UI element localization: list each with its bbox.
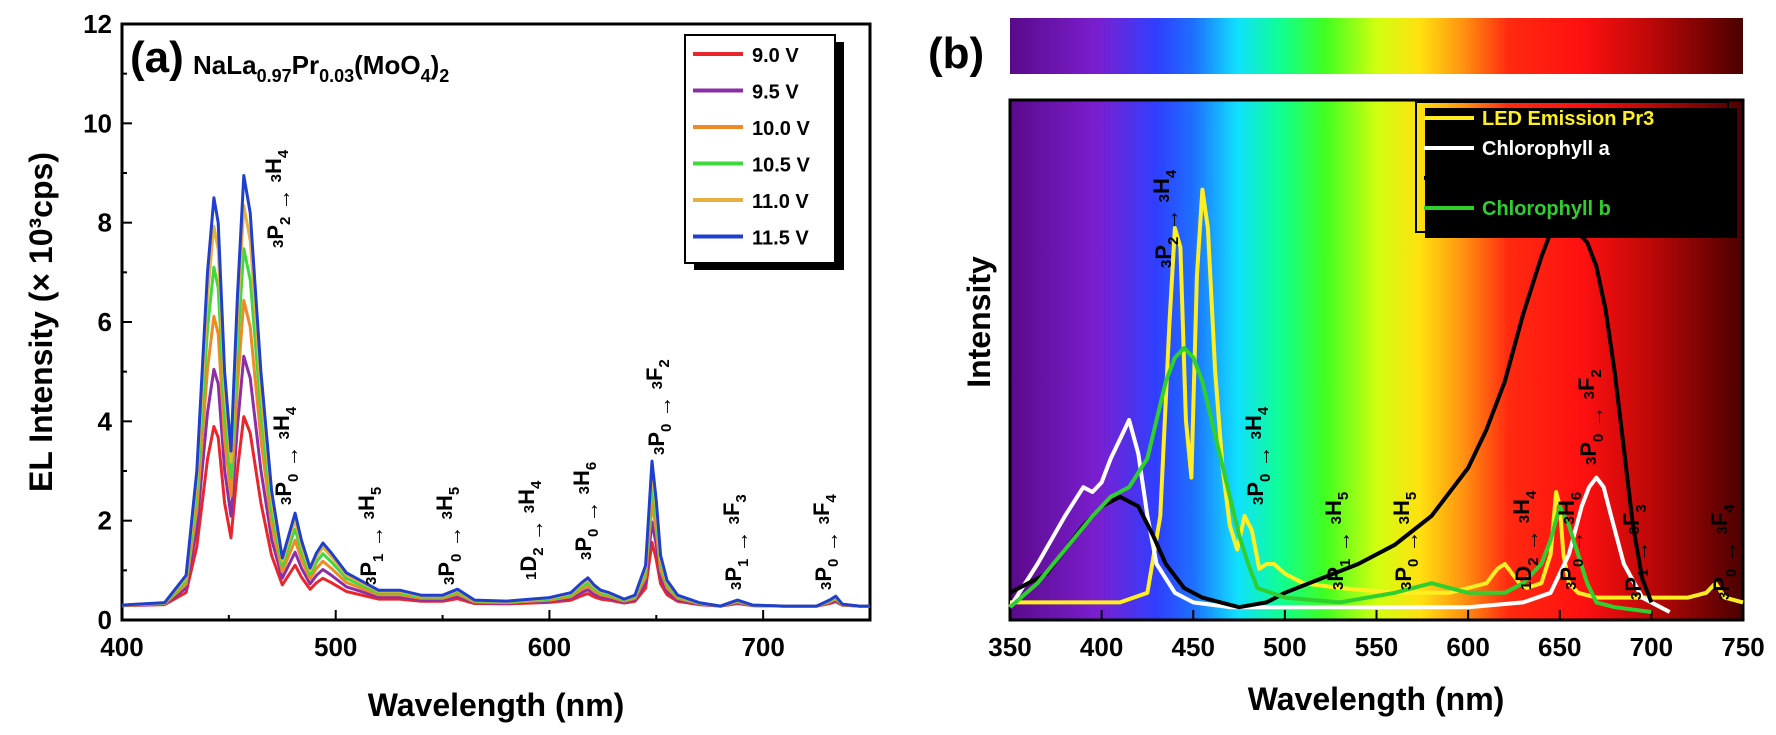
transition-label-b: 3P0 → 3H5 (1389, 492, 1423, 590)
x-tick-label-b: 500 (1263, 632, 1306, 662)
panel-b: 350 400 450 500 550 600 650 700 750 (b) LED Emis… (928, 18, 1765, 717)
x-tick-label-b: 750 (1721, 632, 1764, 662)
transition-label-a: 3P0 → 3H6 (569, 462, 603, 560)
y-tick-label-a: 2 (98, 506, 112, 536)
transition-label-a: 3P1 → 3H5 (354, 487, 388, 585)
y-tick-label-a: 0 (98, 605, 112, 635)
y-tick-label-a: 12 (83, 9, 112, 39)
transition-label-a: 3P0 → 3F4 (809, 494, 843, 590)
legend-entries-a: 9.0 V 9.5 V 10.0 V 10.5 V 11.0 V 11.5 V (693, 45, 810, 250)
legend-a (684, 34, 836, 264)
series-line-a (121, 174, 870, 608)
transition-label-b: 3P1 → 3F3 (1619, 504, 1653, 600)
legend-label-a: 11.5 V (752, 228, 809, 250)
transition-label-b: 3P2 → 3H4 (1149, 169, 1183, 268)
x-tick-label-a: 500 (314, 632, 357, 662)
compound-formula: NaLa0.97Pr0.03(MoO4)2 (193, 50, 449, 86)
transition-label-b: 1D2 → 3H4 (1509, 490, 1543, 590)
legend-b (1415, 101, 1729, 233)
x-tick-label-b: 350 (988, 632, 1031, 662)
legend-label-a: 10.0 V (752, 118, 810, 140)
legend-label-b: Phytochrome Pr (1482, 168, 1637, 190)
x-tick-label-b: 650 (1538, 632, 1581, 662)
x-tick-label-b: 450 (1172, 632, 1215, 662)
legend-label-a: 9.0 V (752, 45, 799, 67)
transition-label-b: 3P1 → 3H5 (1321, 492, 1355, 590)
legend-entries-b: LED Emission Pr3 Chlorophyll a Phytochrome… (1424, 108, 1654, 220)
legend-label-a: 11.0 V (752, 191, 809, 213)
panel-label-a: (a) (130, 33, 184, 82)
transition-label-a: 3P0 → 3H4 (269, 406, 303, 505)
x-tick-label-a: 700 (741, 632, 784, 662)
legend-label-a: 10.5 V (752, 155, 810, 177)
x-axis-label-b: Wavelength (nm) (1248, 681, 1505, 717)
transition-label-a: 1D2 → 3H4 (514, 480, 548, 580)
x-axis-label-a: Wavelength (nm) (368, 687, 625, 723)
series-group-a (121, 174, 870, 608)
axis-ticks-b: 350 400 450 500 550 600 650 700 750 (988, 610, 1765, 662)
y-tick-label-a: 4 (98, 406, 113, 436)
legend-label-a: 9.5 V (752, 82, 799, 104)
x-tick-label-b: 400 (1080, 632, 1123, 662)
y-tick-label-a: 8 (98, 208, 112, 238)
legend-label-b: Chlorophyll a (1482, 138, 1611, 160)
transition-label-a: 3P1 → 3F3 (719, 494, 753, 590)
y-tick-label-a: 6 (98, 307, 112, 337)
transition-label-b: 3P0 → 3F4 (1707, 504, 1741, 600)
y-tick-label-a: 10 (83, 108, 112, 138)
transition-label-b: 3P0 → 3F2 (1574, 369, 1608, 465)
panel-a: 400 500 600 700 0 2 4 6 8 10 12 (a) NaLa0.97Pr0.03… (23, 9, 872, 723)
legend-label-b: Chlorophyll b (1482, 198, 1611, 220)
series-group-b (1008, 187, 1744, 614)
panel-label-b: (b) (928, 29, 984, 78)
y-axis-label-a: EL Intensity (× 10³cps) (23, 152, 59, 492)
transition-label-a: 3P2 → 3H4 (261, 149, 295, 248)
series-line-b (1010, 187, 1744, 605)
x-tick-label-b: 550 (1355, 632, 1398, 662)
legend-label-b: LED Emission Pr3 (1482, 108, 1654, 130)
transition-label-a: 3P0 → 3F2 (642, 359, 676, 455)
x-tick-label-b: 700 (1630, 632, 1673, 662)
spectrum-color-bar (1010, 18, 1743, 74)
x-tick-label-a: 400 (100, 632, 143, 662)
transition-labels-a: 3P2 → 3H4 3P0 → 3H4 3P1 → 3H5 3P0 → 3H5 1D2 … (261, 149, 843, 590)
axis-ticks-a: 400 500 600 700 0 2 4 6 8 10 12 (83, 9, 785, 662)
x-tick-label-b: 600 (1446, 632, 1489, 662)
transition-label-b: 3P0 → 3H6 (1554, 492, 1588, 590)
transition-labels-b: 3P2 → 3H4 3P0 → 3H4 3P1 → 3H5 3P0 → 3H5 1D2 … (1149, 169, 1741, 600)
x-tick-label-a: 600 (528, 632, 571, 662)
transition-label-a: 3P0 → 3H5 (432, 487, 466, 585)
series-line-b (1008, 346, 1652, 614)
series-line-b (1008, 418, 1671, 614)
transition-label-b: 3P0 → 3H4 (1241, 406, 1275, 505)
series-line-b (1009, 226, 1654, 610)
y-axis-label-b: Intensity (961, 256, 997, 388)
